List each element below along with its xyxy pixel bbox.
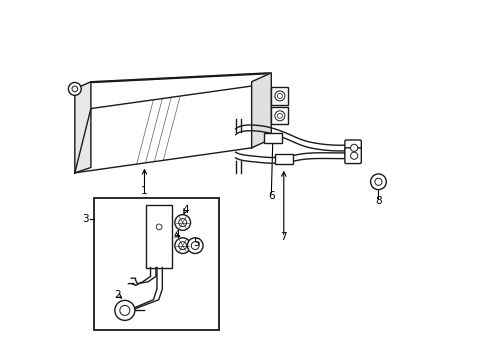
Text: 5: 5 (193, 238, 199, 248)
Circle shape (350, 152, 357, 159)
Text: 2: 2 (114, 290, 121, 300)
FancyBboxPatch shape (344, 140, 361, 156)
Circle shape (175, 238, 190, 253)
Polygon shape (91, 73, 271, 82)
Bar (271, 87, 288, 104)
Circle shape (370, 174, 386, 190)
Text: 1: 1 (141, 186, 147, 196)
Polygon shape (75, 84, 269, 173)
Circle shape (68, 82, 81, 95)
Bar (274, 154, 292, 164)
Circle shape (187, 238, 203, 253)
Text: 8: 8 (374, 197, 381, 206)
Text: 4: 4 (173, 230, 180, 240)
Bar (94, 198, 219, 330)
Text: 6: 6 (267, 191, 274, 201)
FancyBboxPatch shape (344, 148, 361, 163)
Polygon shape (251, 73, 271, 148)
Circle shape (115, 300, 135, 320)
Bar (271, 107, 288, 124)
Circle shape (156, 224, 162, 230)
Text: 7: 7 (280, 232, 286, 242)
Polygon shape (75, 82, 91, 173)
Bar (146, 205, 172, 267)
Circle shape (191, 242, 199, 249)
Circle shape (277, 94, 282, 99)
Text: 3: 3 (82, 214, 89, 224)
Circle shape (175, 215, 190, 230)
Circle shape (72, 86, 78, 92)
Circle shape (350, 144, 357, 152)
Circle shape (179, 242, 186, 249)
Circle shape (374, 178, 381, 185)
Circle shape (274, 91, 285, 101)
Circle shape (179, 219, 186, 226)
Bar (264, 133, 282, 143)
Circle shape (277, 113, 282, 118)
Circle shape (120, 305, 130, 315)
Text: 4: 4 (182, 205, 188, 215)
Circle shape (274, 111, 285, 121)
